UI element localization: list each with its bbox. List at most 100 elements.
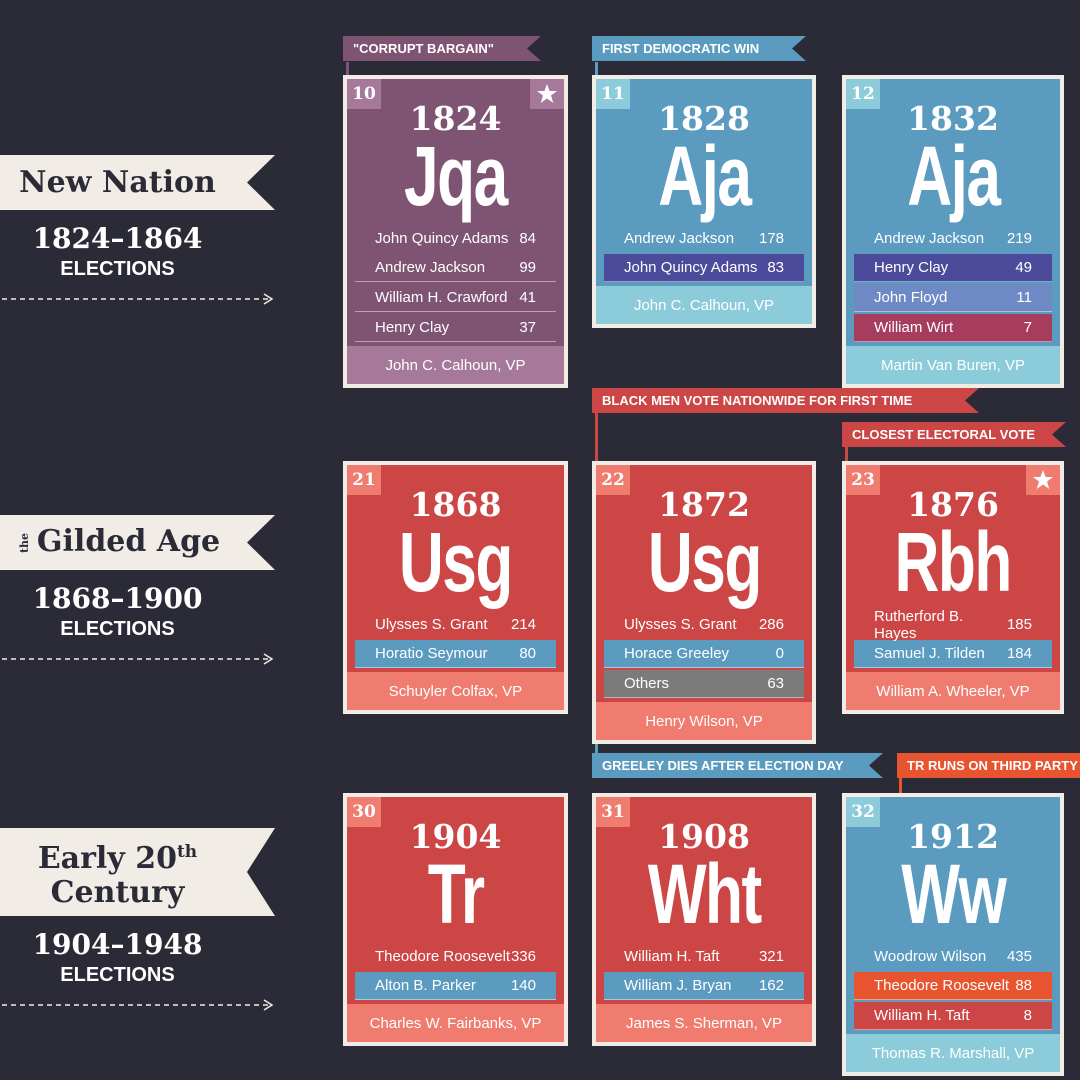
era-title: Early 20 — [37, 840, 177, 876]
era-title: Gilded Age — [36, 524, 221, 559]
candidate-name: John Quincy Adams — [375, 230, 509, 247]
card-header: 21 1868 Usg — [347, 465, 564, 611]
banner-text: CLOSEST ELECTORAL VOTE — [852, 427, 1035, 442]
result-row: William H. Taft 8 — [854, 1002, 1052, 1030]
era-arrow — [2, 999, 274, 1011]
result-row: Henry Clay 37 — [355, 314, 556, 342]
banner-connector — [595, 62, 598, 75]
card-year: 1872 — [658, 485, 750, 524]
result-row: Others 63 — [604, 670, 804, 698]
banner-text: TR RUNS ON THIRD PARTY — [907, 758, 1078, 773]
candidate-name: Alton B. Parker — [375, 977, 476, 994]
card-number: 23 — [846, 465, 880, 495]
card-header: 11 1828 Aja — [596, 79, 812, 225]
electoral-votes: 185 — [1006, 616, 1032, 633]
card-symbol: Usg — [398, 515, 513, 609]
era-title-sup: th — [176, 841, 198, 862]
candidate-name: Horace Greeley — [624, 645, 730, 662]
candidate-name: Andrew Jackson — [624, 230, 735, 247]
era-arrow — [2, 293, 274, 305]
card-year: 1824 — [409, 99, 502, 138]
electoral-votes: 435 — [1006, 948, 1032, 965]
card-header: 10 1824 Jqa — [347, 79, 564, 225]
card-symbol: Aja — [906, 129, 1001, 223]
result-row: William J. Bryan 162 — [604, 972, 804, 1000]
era-years: 1824–1864 — [32, 222, 203, 255]
electoral-votes: 37 — [519, 319, 536, 336]
card-symbol: Aja — [657, 129, 752, 223]
card-symbol-wrap: Aja — [596, 131, 812, 221]
banner-connector — [899, 778, 902, 793]
era-ribbon: Early 20th Century — [0, 828, 275, 916]
card-header: 31 1908 Wht — [596, 797, 812, 943]
card-symbol-wrap: Aja — [846, 131, 1060, 221]
candidate-name: Theodore Roosevelt — [874, 977, 1010, 994]
electoral-votes: 140 — [510, 977, 536, 994]
result-row: Woodrow Wilson 435 — [854, 943, 1052, 970]
star-box — [1026, 465, 1060, 495]
electoral-votes: 11 — [1016, 289, 1032, 306]
banner: GREELEY DIES AFTER ELECTION DAY — [592, 753, 883, 778]
element-card: 23 1876 Rbh Rutherford B. Hayes 185 Samuel J.… — [842, 461, 1064, 714]
result-row: William H. Taft 321 — [604, 943, 804, 970]
banner-connector — [595, 413, 598, 461]
banner: CLOSEST ELECTORAL VOTE — [842, 422, 1066, 447]
candidate-name: Ulysses S. Grant — [624, 616, 737, 633]
result-row: Andrew Jackson 99 — [355, 254, 556, 282]
candidate-name: Andrew Jackson — [375, 259, 486, 276]
card-symbol-wrap: Rbh — [846, 517, 1060, 607]
era-title-line: New Nation — [0, 166, 235, 200]
vice-president: John C. Calhoun, VP — [347, 346, 564, 384]
card-symbol-wrap: Wht — [596, 849, 812, 939]
electoral-votes: 214 — [510, 616, 536, 633]
result-row: John Quincy Adams 84 — [355, 225, 556, 252]
banner: BLACK MEN VOTE NATIONWIDE FOR FIRST TIME — [592, 388, 979, 413]
card-symbol: Usg — [647, 515, 761, 609]
era-caption: ELECTIONS — [60, 964, 175, 986]
vice-president: Schuyler Colfax, VP — [347, 672, 564, 710]
card-header: 12 1832 Aja — [846, 79, 1060, 225]
card-symbol: Jqa — [404, 129, 508, 223]
result-row: Rutherford B. Hayes 185 — [854, 608, 1052, 642]
electoral-votes: 84 — [519, 230, 536, 247]
era-caption: ELECTIONS — [60, 618, 175, 640]
era-title-line: Century — [0, 876, 235, 910]
electoral-votes: 99 — [519, 259, 536, 276]
card-number: 21 — [347, 465, 381, 495]
banner-connector — [845, 447, 848, 461]
era-ribbon: New Nation — [0, 155, 275, 210]
card-number: 31 — [596, 797, 630, 827]
candidate-name: Andrew Jackson — [874, 230, 985, 247]
card-header: 30 1904 Tr — [347, 797, 564, 943]
electoral-votes: 162 — [758, 977, 784, 994]
banner: "CORRUPT BARGAIN" — [343, 36, 541, 61]
candidate-name: Theodore Roosevelt — [375, 948, 511, 965]
era-title: Century — [50, 874, 185, 910]
card-symbol-wrap: Usg — [347, 517, 564, 607]
result-row: Samuel J. Tilden 184 — [854, 640, 1052, 668]
banner-text: GREELEY DIES AFTER ELECTION DAY — [602, 758, 844, 773]
vice-president: James S. Sherman, VP — [596, 1004, 812, 1042]
result-row: Andrew Jackson 219 — [854, 225, 1052, 252]
result-row: Henry Clay 49 — [854, 254, 1052, 282]
vice-president: Thomas R. Marshall, VP — [846, 1034, 1060, 1072]
vice-president: William A. Wheeler, VP — [846, 672, 1060, 710]
banner-connector — [595, 739, 598, 753]
era-years: 1904–1948 — [32, 928, 203, 961]
result-row: Horace Greeley 0 — [604, 640, 804, 668]
era-title: New Nation — [19, 164, 216, 200]
electoral-votes: 7 — [1023, 319, 1032, 336]
electoral-votes: 286 — [758, 616, 784, 633]
result-row: Alton B. Parker 140 — [355, 972, 556, 1000]
card-symbol: Tr — [427, 847, 485, 941]
card-year: 1832 — [907, 99, 999, 138]
card-year: 1912 — [907, 817, 999, 856]
card-year: 1876 — [907, 485, 999, 524]
candidate-name: Horatio Seymour — [375, 645, 488, 662]
banner: FIRST DEMOCRATIC WIN — [592, 36, 806, 61]
result-row: Theodore Roosevelt 88 — [854, 972, 1052, 1000]
card-symbol-wrap: Usg — [596, 517, 812, 607]
result-row: Andrew Jackson 178 — [604, 225, 804, 252]
element-card: 11 1828 Aja Andrew Jackson 178 John Quincy Ad… — [592, 75, 816, 328]
result-row: Ulysses S. Grant 286 — [604, 611, 804, 638]
